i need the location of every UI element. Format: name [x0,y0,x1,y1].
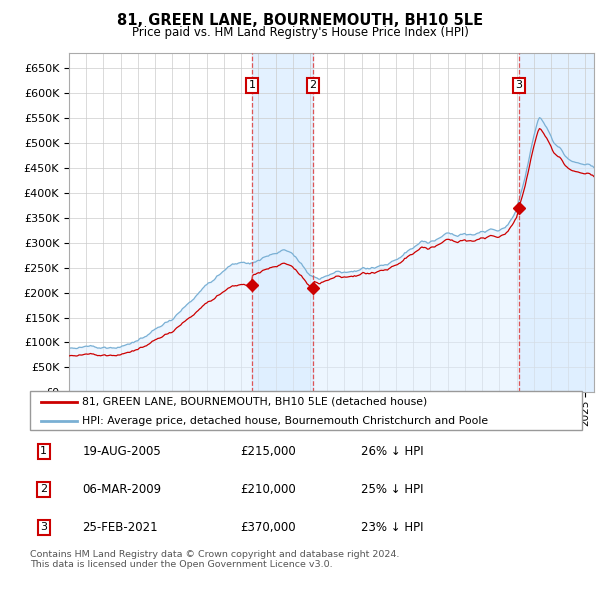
Text: 2: 2 [40,484,47,494]
Text: 1: 1 [248,80,256,90]
Text: 81, GREEN LANE, BOURNEMOUTH, BH10 5LE: 81, GREEN LANE, BOURNEMOUTH, BH10 5LE [117,13,483,28]
Text: HPI: Average price, detached house, Bournemouth Christchurch and Poole: HPI: Average price, detached house, Bour… [82,416,488,426]
Text: 25% ↓ HPI: 25% ↓ HPI [361,483,424,496]
Text: 2: 2 [310,80,317,90]
Text: 23% ↓ HPI: 23% ↓ HPI [361,521,424,534]
Text: 3: 3 [515,80,523,90]
Text: £370,000: £370,000 [240,521,295,534]
Text: £215,000: £215,000 [240,445,296,458]
Text: 26% ↓ HPI: 26% ↓ HPI [361,445,424,458]
Text: 19-AUG-2005: 19-AUG-2005 [82,445,161,458]
Text: 81, GREEN LANE, BOURNEMOUTH, BH10 5LE (detached house): 81, GREEN LANE, BOURNEMOUTH, BH10 5LE (d… [82,397,428,407]
FancyBboxPatch shape [30,391,582,430]
Text: 25-FEB-2021: 25-FEB-2021 [82,521,158,534]
Bar [519,53,594,392]
Bar [252,53,313,392]
Text: Price paid vs. HM Land Registry's House Price Index (HPI): Price paid vs. HM Land Registry's House … [131,26,469,39]
Text: Contains HM Land Registry data © Crown copyright and database right 2024.
This d: Contains HM Land Registry data © Crown c… [30,550,400,569]
Text: 3: 3 [40,522,47,532]
Text: 1: 1 [40,447,47,457]
Text: £210,000: £210,000 [240,483,296,496]
Text: 06-MAR-2009: 06-MAR-2009 [82,483,161,496]
